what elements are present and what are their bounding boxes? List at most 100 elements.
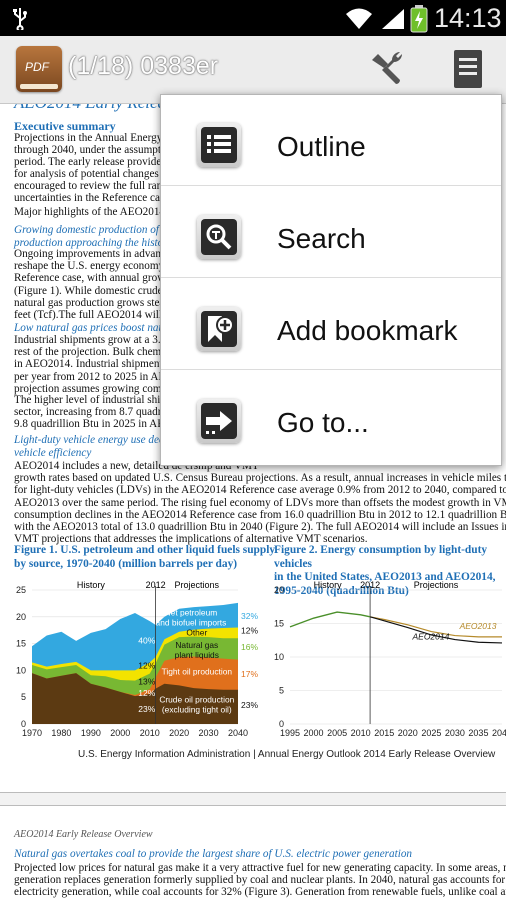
search-icon — [197, 215, 241, 259]
signal-icon — [382, 9, 404, 29]
text-line: period. The early release provides a ba — [14, 156, 187, 168]
status-bar: 14:13 — [0, 0, 506, 36]
y-tick-label: 0 — [279, 719, 284, 729]
y-tick-label: 15 — [274, 619, 284, 629]
share-label-2040: 16% — [241, 642, 258, 652]
wifi-icon — [346, 8, 372, 29]
y-tick-label: 10 — [16, 665, 26, 675]
text-line: natural gas production grows steadily, — [14, 296, 184, 309]
share-label-2040: 17% — [241, 669, 258, 679]
annotation-projections: Projections — [175, 580, 220, 590]
action-bar: PDF (1/18) 0383er — [0, 36, 506, 104]
series-label: Other — [186, 628, 207, 638]
series-label: Tight oil production — [162, 667, 233, 677]
y-tick-label: 5 — [279, 686, 284, 696]
menu-item-search[interactable]: Search — [161, 187, 501, 278]
menu-item-label: Go to... — [277, 407, 369, 438]
page-footer: U.S. Energy Information Administration |… — [78, 749, 496, 760]
text-line: The higher level of industrial shipment — [14, 394, 189, 406]
page-separator — [0, 792, 506, 806]
series-label: AEO2014 — [411, 632, 449, 642]
text-line: sector, increasing from 8.7 quadrillion — [14, 406, 186, 419]
text-line: with the AEO2013 total of 13.0 quadrilli… — [14, 521, 506, 533]
subheading-2: Low natural gas prices boost natural g — [14, 322, 189, 334]
page-title: AEO2014 Early Release — [14, 104, 180, 111]
annotation-2012: 2012 — [360, 580, 380, 590]
figure1-chart: 0 5 10 15 20 25 1970 1980 1990 2000 2010 2020 2030 20… — [16, 580, 258, 738]
x-tick-label: 1995 — [280, 728, 300, 738]
x-tick-label: 2035 — [468, 728, 488, 738]
series-label: AEO2013 — [459, 621, 497, 631]
text-line: generation replaces generation formerly … — [14, 874, 506, 887]
x-tick-label: 2020 — [169, 728, 189, 738]
text-line: AEO2013 over the same period. The rising… — [14, 496, 506, 509]
battery-charging-icon — [410, 5, 428, 33]
x-tick-label: 2020 — [398, 728, 418, 738]
text-line: in AEO2014. Industrial shipments of b — [14, 358, 188, 371]
figure2-title: Figure 2. Energy consumption by light-du… — [274, 544, 496, 597]
clock: 14:13 — [434, 3, 502, 33]
annotation-history: History — [77, 580, 106, 590]
text-line: encouraged to review the full range of — [14, 180, 185, 192]
text-line: projection assumes growing competiti — [14, 382, 185, 395]
series-label: (excluding tight oil) — [162, 705, 232, 715]
series-line-aeo2013 — [369, 616, 502, 638]
menu-item-goto[interactable]: Go to... — [161, 371, 501, 462]
series-label: plant liquids — [175, 650, 219, 660]
y-tick-label: 5 — [21, 692, 26, 702]
app-pdf-icon[interactable]: PDF — [16, 46, 62, 92]
highlights-line: Major highlights of the AEO2014 Refere — [14, 206, 198, 218]
text-line: through 2040, under the assumption — [14, 144, 176, 156]
share-label: 23% — [138, 704, 155, 714]
x-tick-label: 1980 — [51, 728, 71, 738]
text-line: 9.8 quadrillion Btu in 2025 in AEO2013 — [14, 418, 195, 431]
text-line: Projected low prices for natural gas mak… — [14, 862, 506, 874]
text-line: per year from 2012 to 2025 in AEO2013 — [14, 370, 196, 383]
annotation-2012: 2012 — [146, 580, 166, 590]
y-tick-label: 10 — [274, 652, 284, 662]
text-line: Reference case, with annual growth a — [14, 272, 182, 285]
text-line: uncertainties in the Reference case. — [14, 192, 173, 204]
text-line: consumption declines in the AEO2014 Refe… — [14, 508, 506, 521]
page2-header: AEO2014 Early Release Overview — [14, 829, 153, 840]
menu-item-label: Add bookmark — [277, 315, 458, 346]
y-tick-label: 20 — [274, 585, 284, 595]
text-line: for light-duty vehicles (LDVs) in the AE… — [14, 484, 506, 497]
y-tick-label: 0 — [21, 719, 26, 729]
series-line-aeo2014 — [369, 616, 503, 644]
add-bookmark-icon — [197, 307, 241, 351]
share-label-2040: 32% — [241, 611, 258, 621]
menu-item-outline[interactable]: Outline — [161, 95, 501, 186]
share-label-2040: 12% — [241, 625, 258, 635]
figure2-chart: 0 5 10 15 20 1995 2000 2005 2010 2015 2020 2025 2030… — [274, 580, 506, 738]
x-tick-label: 1970 — [22, 728, 42, 738]
subheading-1b: production approaching the historical — [14, 237, 185, 249]
area-layer — [32, 673, 238, 724]
text-line: feet (Tcf).The full AEO2014 will includ — [14, 309, 193, 321]
series-line-history — [289, 611, 371, 628]
share-label-2040: 23% — [241, 700, 258, 710]
text-line: electricity generation, while coal accou… — [14, 886, 506, 899]
subheading-1a: Growing domestic production of natur — [14, 224, 186, 236]
share-label: 12% — [138, 688, 155, 698]
y-tick-label: 25 — [16, 585, 26, 595]
x-tick-label: 2025 — [421, 728, 441, 738]
x-tick-label: 2010 — [351, 728, 371, 738]
share-label: 40% — [138, 636, 155, 646]
outline-list-icon — [197, 123, 241, 167]
series-label: Natural gas — [175, 640, 218, 650]
text-line: Projections in the Annual Energy Outl — [14, 132, 186, 144]
share-label: 13% — [138, 676, 155, 686]
overflow-menu-icon[interactable] — [448, 48, 488, 92]
text-line: VMT projections that addresses the impli… — [14, 533, 368, 546]
tools-icon[interactable] — [366, 50, 406, 90]
x-tick-label: 2010 — [140, 728, 160, 738]
y-tick-label: 15 — [16, 639, 26, 649]
page2-subheading: Natural gas overtakes coal to provide th… — [14, 848, 413, 860]
text-line: reshape the U.S. energy economy. Dom — [14, 260, 192, 273]
text-line: Industrial shipments grow at a 3.0% an — [14, 334, 189, 346]
text-line: Ongoing improvements in advanced t — [14, 248, 183, 260]
series-label: and biofuel imports — [156, 618, 227, 628]
figure1-title: Figure 1. U.S. petroleum and other liqui… — [14, 544, 276, 570]
menu-item-add-bookmark[interactable]: Add bookmark — [161, 279, 501, 370]
